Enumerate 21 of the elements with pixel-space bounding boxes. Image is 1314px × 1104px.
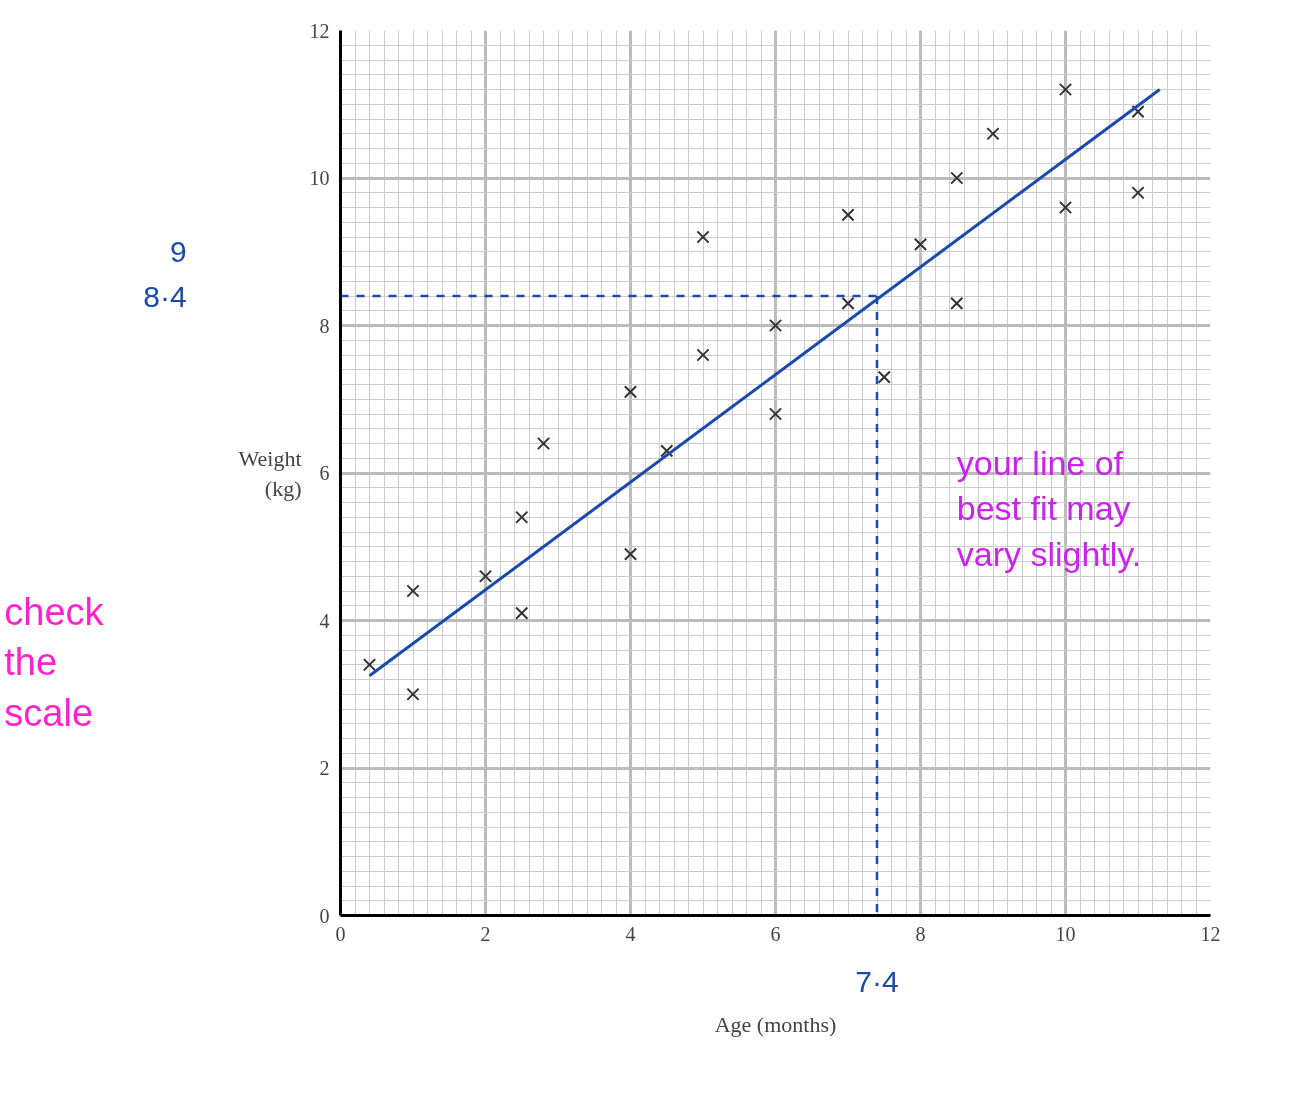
- x-tick-label: 12: [1200, 922, 1221, 945]
- y-axis-title: Weight (kg): [238, 445, 302, 501]
- x-tick-label: 10: [1055, 922, 1076, 945]
- x-tick-label: 6: [770, 922, 781, 945]
- y-tick-label: 2: [319, 757, 330, 779]
- x-tick-label: 4: [625, 922, 636, 945]
- y-tick-label: 0: [319, 904, 330, 927]
- text: 7·4: [855, 964, 899, 998]
- y-tick-label: 12: [309, 19, 330, 42]
- text: 8·4: [143, 279, 187, 313]
- y-tick-label: 8: [319, 314, 330, 337]
- x-tick-label: 0: [335, 922, 346, 945]
- annotation: your line of best fit may vary slightly.: [956, 443, 1142, 573]
- text: 9: [170, 234, 187, 268]
- text: check the scale: [4, 591, 105, 734]
- x-axis-title: Age (months): [714, 1011, 837, 1037]
- x-tick-label: 2: [480, 922, 491, 945]
- x-tick-label: 8: [915, 922, 926, 945]
- y-tick-label: 4: [319, 609, 330, 632]
- y-tick-label: 6: [319, 462, 330, 484]
- y-tick-label: 10: [309, 167, 330, 189]
